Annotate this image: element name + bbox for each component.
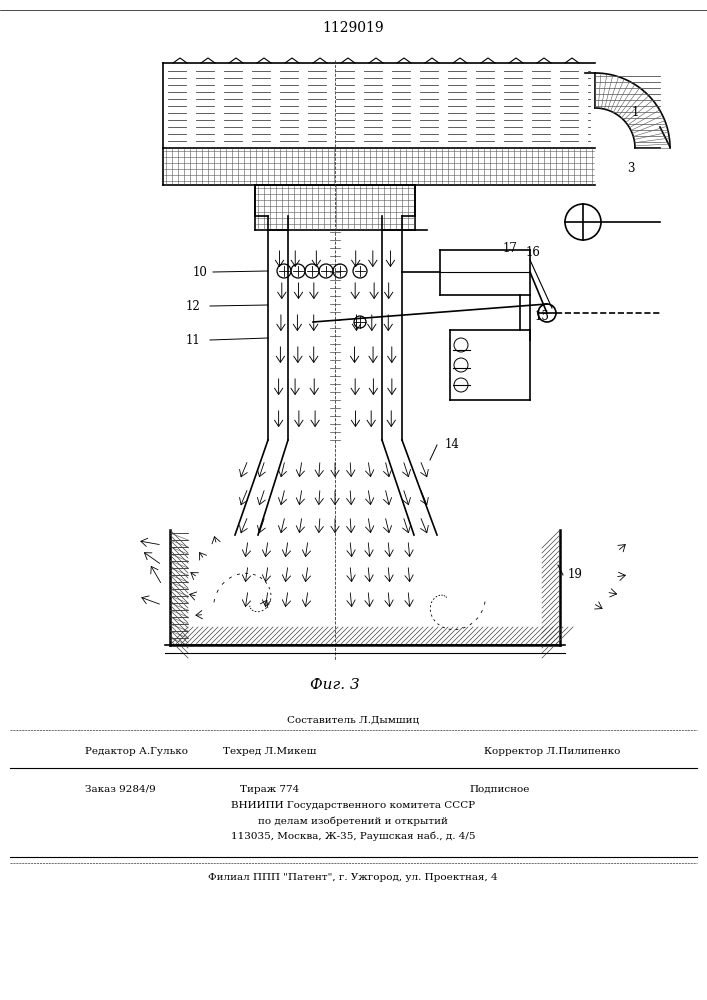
Text: 16: 16 xyxy=(525,246,540,259)
Text: 14: 14 xyxy=(445,438,460,452)
Text: Редактор А.Гулько: Редактор А.Гулько xyxy=(85,748,188,756)
Text: 19: 19 xyxy=(568,568,583,582)
Text: 17: 17 xyxy=(503,241,518,254)
Text: 11: 11 xyxy=(186,334,200,347)
Text: Филиал ППП "Патент", г. Ужгород, ул. Проектная, 4: Филиал ППП "Патент", г. Ужгород, ул. Про… xyxy=(208,874,498,882)
Text: Подписное: Подписное xyxy=(469,784,530,794)
Text: ВНИИПИ Государственного комитета СССР: ВНИИПИ Государственного комитета СССР xyxy=(231,802,475,810)
Text: 10: 10 xyxy=(192,265,207,278)
Text: Составитель Л.Дымшиц: Составитель Л.Дымшиц xyxy=(287,716,419,724)
Text: Тираж 774: Тираж 774 xyxy=(240,784,300,794)
Text: 12: 12 xyxy=(186,300,200,312)
Text: Корректор Л.Пилипенко: Корректор Л.Пилипенко xyxy=(484,748,620,756)
Text: по делам изобретений и открытий: по делам изобретений и открытий xyxy=(258,816,448,826)
Text: 1: 1 xyxy=(632,105,639,118)
Text: Заказ 9284/9: Заказ 9284/9 xyxy=(85,784,156,794)
Text: 1129019: 1129019 xyxy=(322,21,384,35)
Text: 3: 3 xyxy=(627,161,634,174)
Text: 15: 15 xyxy=(535,310,550,322)
Text: Фиг. 3: Фиг. 3 xyxy=(310,678,360,692)
Text: 113035, Москва, Ж-35, Раушская наб., д. 4/5: 113035, Москва, Ж-35, Раушская наб., д. … xyxy=(230,831,475,841)
Text: Техред Л.Микеш: Техред Л.Микеш xyxy=(223,748,317,756)
